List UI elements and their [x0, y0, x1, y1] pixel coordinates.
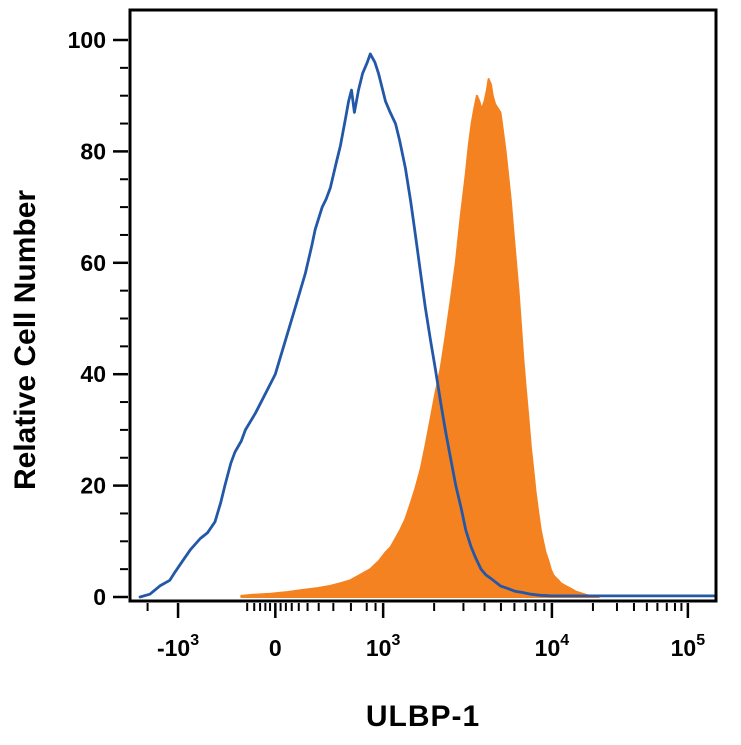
x-tick-label: 0	[269, 635, 282, 661]
y-axis-title: Relative Cell Number	[9, 189, 42, 491]
x-tick-label: 105	[671, 632, 706, 661]
y-tick-label: 20	[80, 473, 106, 499]
y-tick-label: 80	[80, 138, 106, 164]
x-axis-title: ULBP-1	[365, 700, 481, 733]
y-tick-label: 40	[80, 361, 106, 387]
series-filled-histogram	[240, 78, 600, 598]
x-tick-label: -103	[157, 632, 199, 661]
plot-frame	[128, 8, 718, 603]
x-tick-label: 103	[366, 632, 401, 661]
y-tick-label: 100	[68, 27, 106, 53]
y-tick-label: 60	[80, 250, 106, 276]
series-open-histogram	[138, 52, 718, 599]
y-tick-label: 0	[93, 584, 106, 610]
x-tick-label: 104	[535, 632, 570, 661]
